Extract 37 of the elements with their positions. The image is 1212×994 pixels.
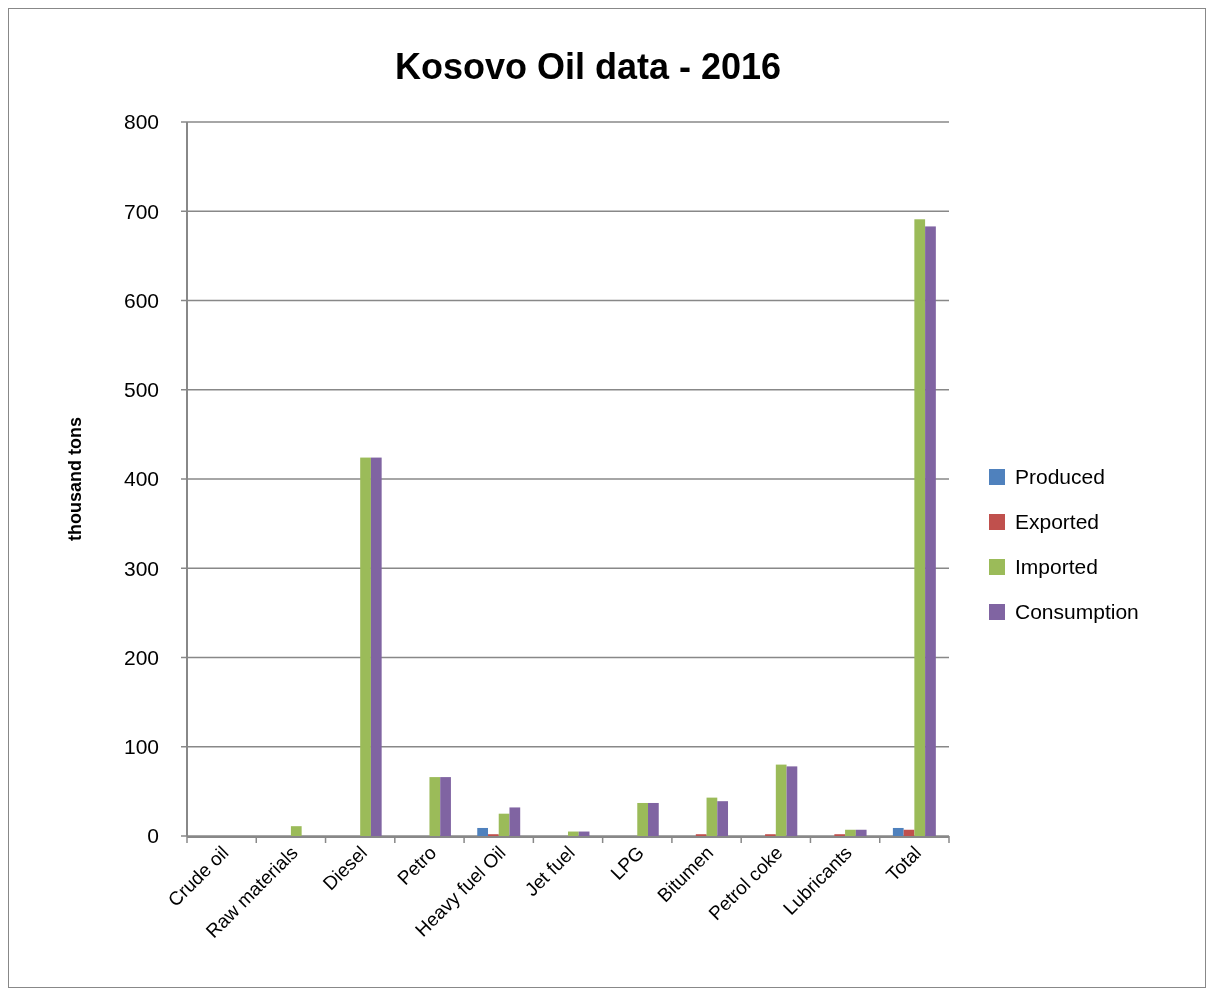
bar [717, 801, 729, 836]
bar [429, 777, 441, 836]
bar [370, 457, 382, 836]
bar [855, 829, 867, 836]
bar [892, 827, 904, 836]
bar [290, 826, 302, 836]
bar [509, 807, 521, 836]
legend-label: Exported [1015, 510, 1100, 534]
bar [775, 764, 787, 836]
y-tick-label: 200 [123, 645, 159, 669]
y-tick-label: 800 [123, 110, 159, 134]
chart-title: Kosovo Oil data - 2016 [394, 46, 782, 87]
bar [903, 829, 915, 836]
y-tick-label: 400 [123, 467, 159, 491]
y-tick-label: 300 [123, 556, 159, 580]
y-tick-label: 700 [123, 199, 159, 223]
bar [477, 827, 488, 836]
bar [914, 219, 926, 836]
bar [786, 766, 798, 836]
y-tick-label: 500 [123, 378, 159, 402]
legend-label: Imported [1015, 555, 1098, 579]
y-tick-label: 100 [123, 735, 159, 759]
bar [648, 802, 659, 836]
legend-label: Produced [1015, 465, 1105, 489]
y-axis-title: thousand tons [65, 417, 85, 541]
y-tick-label: 0 [147, 824, 159, 848]
legend-label: Consumption [1015, 600, 1139, 624]
bar [440, 777, 451, 836]
bar [637, 802, 649, 836]
bar [845, 829, 856, 836]
x-tick-label: Jet fuel [520, 841, 579, 901]
bar [925, 226, 936, 836]
bar [498, 813, 510, 836]
y-tick-label: 600 [123, 288, 159, 312]
bar [706, 797, 718, 836]
bar [360, 457, 371, 836]
bar [568, 831, 579, 836]
